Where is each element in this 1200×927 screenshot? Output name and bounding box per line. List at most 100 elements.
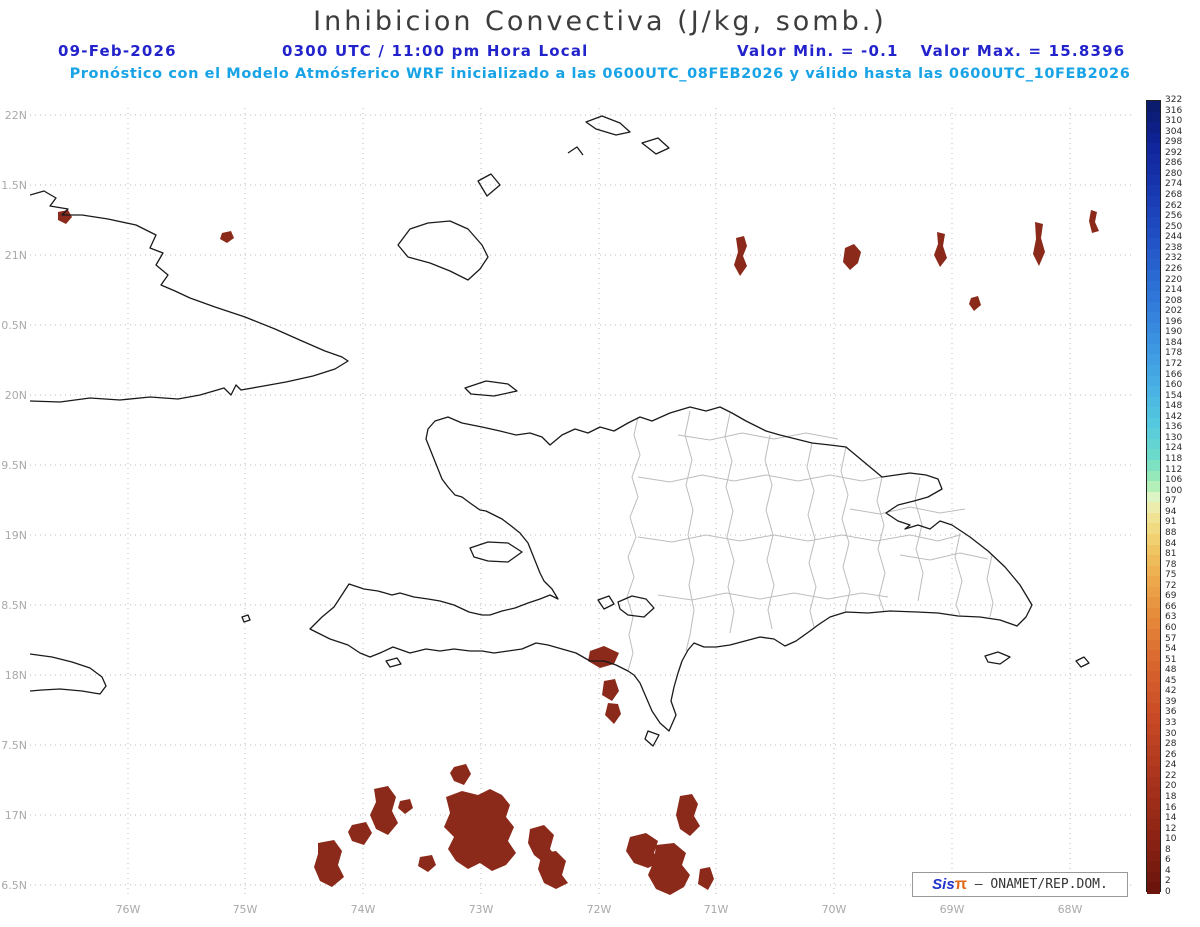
colorbar-segment: [1147, 132, 1160, 144]
colorbar-segment: [1147, 861, 1160, 873]
colorbar-tick-label: 142: [1165, 411, 1183, 422]
colorbar-tick-label: 33: [1165, 718, 1177, 729]
colorbar-tick-label: 18: [1165, 791, 1177, 802]
colorbar-segment: [1147, 555, 1160, 567]
colorbar-segment: [1147, 724, 1160, 736]
lat-tick-label: 6.5N: [1, 879, 27, 892]
colorbar-tick-label: 4: [1165, 865, 1171, 876]
colorbar-segment: [1147, 850, 1160, 862]
colorbar-segment: [1147, 776, 1160, 788]
colorbar-tick-label: 256: [1165, 211, 1183, 222]
colorbar-tick-label: 124: [1165, 443, 1183, 454]
colorbar-segment: [1147, 280, 1160, 292]
colorbar-segment: [1147, 122, 1160, 134]
cin-shaded-areas: [58, 210, 1099, 895]
colorbar-tick-label: 72: [1165, 580, 1177, 591]
lat-tick-label: 8.5N: [1, 599, 27, 612]
colorbar-segment: [1147, 523, 1160, 535]
colorbar-tick-label: 39: [1165, 696, 1177, 707]
min-max-values: Valor Min. = -0.1 Valor Max. = 15.8396: [737, 42, 1125, 60]
colorbar-tick-label: 238: [1165, 242, 1183, 253]
colorbar-tick-label: 280: [1165, 168, 1183, 179]
colorbar-segment: [1147, 502, 1160, 514]
colorbar-segment: [1147, 153, 1160, 165]
colorbar-tick-label: 51: [1165, 654, 1177, 665]
valor-min: Valor Min. = -0.1: [737, 42, 899, 60]
lon-tick-label: 74W: [350, 903, 376, 916]
lat-tick-label: 9.5N: [1, 459, 27, 472]
colorbar-tick-label: 36: [1165, 707, 1177, 718]
province-borders: [626, 410, 994, 672]
lon-tick-label: 70W: [821, 903, 847, 916]
colorbar-segment: [1147, 312, 1160, 324]
colorbar-tick-label: 60: [1165, 623, 1177, 633]
lat-tick-label: 0.5N: [1, 319, 27, 332]
colorbar-tick-label: 232: [1165, 253, 1183, 264]
colorbar-segment: [1147, 713, 1160, 725]
colorbar-tick-label: 94: [1165, 506, 1177, 517]
colorbar-tick-label: 54: [1165, 644, 1177, 655]
colorbar-segment: [1147, 291, 1160, 303]
lat-tick-label: 18N: [4, 669, 27, 682]
colorbar-segment: [1147, 407, 1160, 419]
colorbar-segment: [1147, 460, 1160, 472]
colorbar-tick-label: 28: [1165, 739, 1177, 750]
colorbar-segment: [1147, 755, 1160, 767]
lon-tick-label: 69W: [939, 903, 965, 916]
colorbar-tick-label: 63: [1165, 612, 1177, 623]
colorbar-tick-label: 286: [1165, 158, 1183, 169]
colorbar-segment: [1147, 301, 1160, 313]
run-date: 09-Feb-2026: [58, 42, 177, 60]
colorbar-tick-label: 2: [1165, 876, 1171, 887]
map-canvas: [30, 108, 1135, 895]
colorbar-tick-label: 81: [1165, 549, 1177, 560]
colorbar-segment: [1147, 143, 1160, 155]
colorbar-tick-label: 100: [1165, 485, 1183, 496]
colorbar-segment: [1147, 629, 1160, 641]
colorbar-tick-label: 190: [1165, 327, 1183, 338]
colorbar-tick-label: 160: [1165, 380, 1183, 391]
lat-tick-label: 7.5N: [1, 739, 27, 752]
colorbar-tick-label: 45: [1165, 675, 1177, 686]
colorbar-tick-label: 130: [1165, 432, 1183, 443]
colorbar-tick-label: 75: [1165, 570, 1177, 581]
colorbar-tick-label: 262: [1165, 200, 1183, 211]
colorbar-segment: [1147, 111, 1160, 123]
page-title: Inhibicion Convectiva (J/kg, somb.): [313, 6, 887, 37]
lat-tick-label: 20N: [4, 389, 27, 402]
colorbar-tick-label: 88: [1165, 527, 1177, 538]
colorbar-segment: [1147, 491, 1160, 503]
colorbar-tick-label: 69: [1165, 591, 1177, 602]
colorbar-tick-label: 274: [1165, 179, 1183, 190]
colorbar-segment: [1147, 365, 1160, 377]
colorbar-segment: [1147, 206, 1160, 218]
colorbar-segment: [1147, 586, 1160, 598]
valor-max: Valor Max. = 15.8396: [920, 42, 1126, 60]
colorbar-segment: [1147, 386, 1160, 398]
colorbar-segment: [1147, 734, 1160, 746]
colorbar-tick-label: 208: [1165, 295, 1183, 306]
colorbar-tick-label: 136: [1165, 422, 1183, 433]
colorbar-segment: [1147, 660, 1160, 672]
colorbar-tick-label: 20: [1165, 781, 1177, 792]
colorbar-tick-label: 48: [1165, 665, 1177, 676]
colorbar-tick-label: 118: [1165, 454, 1183, 465]
colorbar-segment: [1147, 544, 1160, 556]
colorbar-tick-label: 22: [1165, 770, 1177, 781]
lon-tick-label: 72W: [586, 903, 612, 916]
lon-tick-label: 76W: [115, 903, 141, 916]
colorbar-segment: [1147, 354, 1160, 366]
colorbar-tick-label: 322: [1165, 95, 1183, 105]
lat-tick-label: 22N: [4, 109, 27, 122]
colorbar-segment: [1147, 882, 1160, 894]
lat-tick-label: 21N: [4, 249, 27, 262]
colorbar-segment: [1147, 576, 1160, 588]
colorbar-segment: [1147, 333, 1160, 345]
colorbar-segment: [1147, 428, 1160, 440]
colorbar-tick-label: 310: [1165, 116, 1183, 127]
colorbar-tick-label: 148: [1165, 401, 1183, 412]
lon-tick-label: 68W: [1057, 903, 1083, 916]
colorbar-segment: [1147, 671, 1160, 683]
colorbar-segment: [1147, 618, 1160, 630]
